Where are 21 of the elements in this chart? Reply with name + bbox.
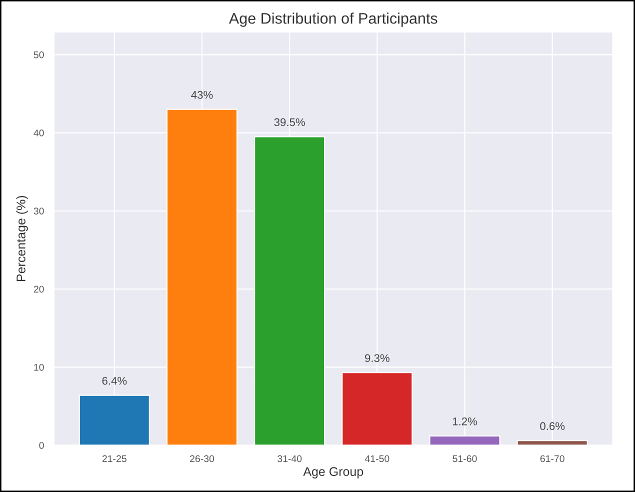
data-label: 1.2% (452, 417, 478, 426)
x-tick-label: 21-25 (102, 455, 126, 462)
x-tick-label: 41-50 (364, 455, 390, 462)
y-tick-label: 10 (34, 364, 44, 371)
data-label: 0.6% (540, 422, 565, 430)
y-tick-label: 40 (34, 129, 44, 136)
x-tick-label: 31-40 (278, 455, 302, 462)
y-axis-title: Percentage (%) (16, 196, 28, 282)
y-tick-label: 0 (39, 442, 44, 449)
data-label: 9.3% (365, 354, 390, 362)
y-tick-label: 50 (34, 51, 44, 58)
chart-title: Age Distribution of Participants (228, 12, 438, 27)
y-tick-label: 20 (34, 286, 44, 293)
data-label: 39.5% (274, 118, 305, 126)
data-label: 6.4% (102, 376, 127, 385)
data-label: 43% (191, 90, 213, 99)
y-tick-label: 30 (34, 208, 44, 215)
x-tick-label: 26-30 (190, 455, 214, 462)
x-tick-label: 51-60 (452, 455, 477, 462)
x-axis-title: Age Group (303, 467, 364, 478)
x-tick-label: 61-70 (540, 455, 564, 462)
